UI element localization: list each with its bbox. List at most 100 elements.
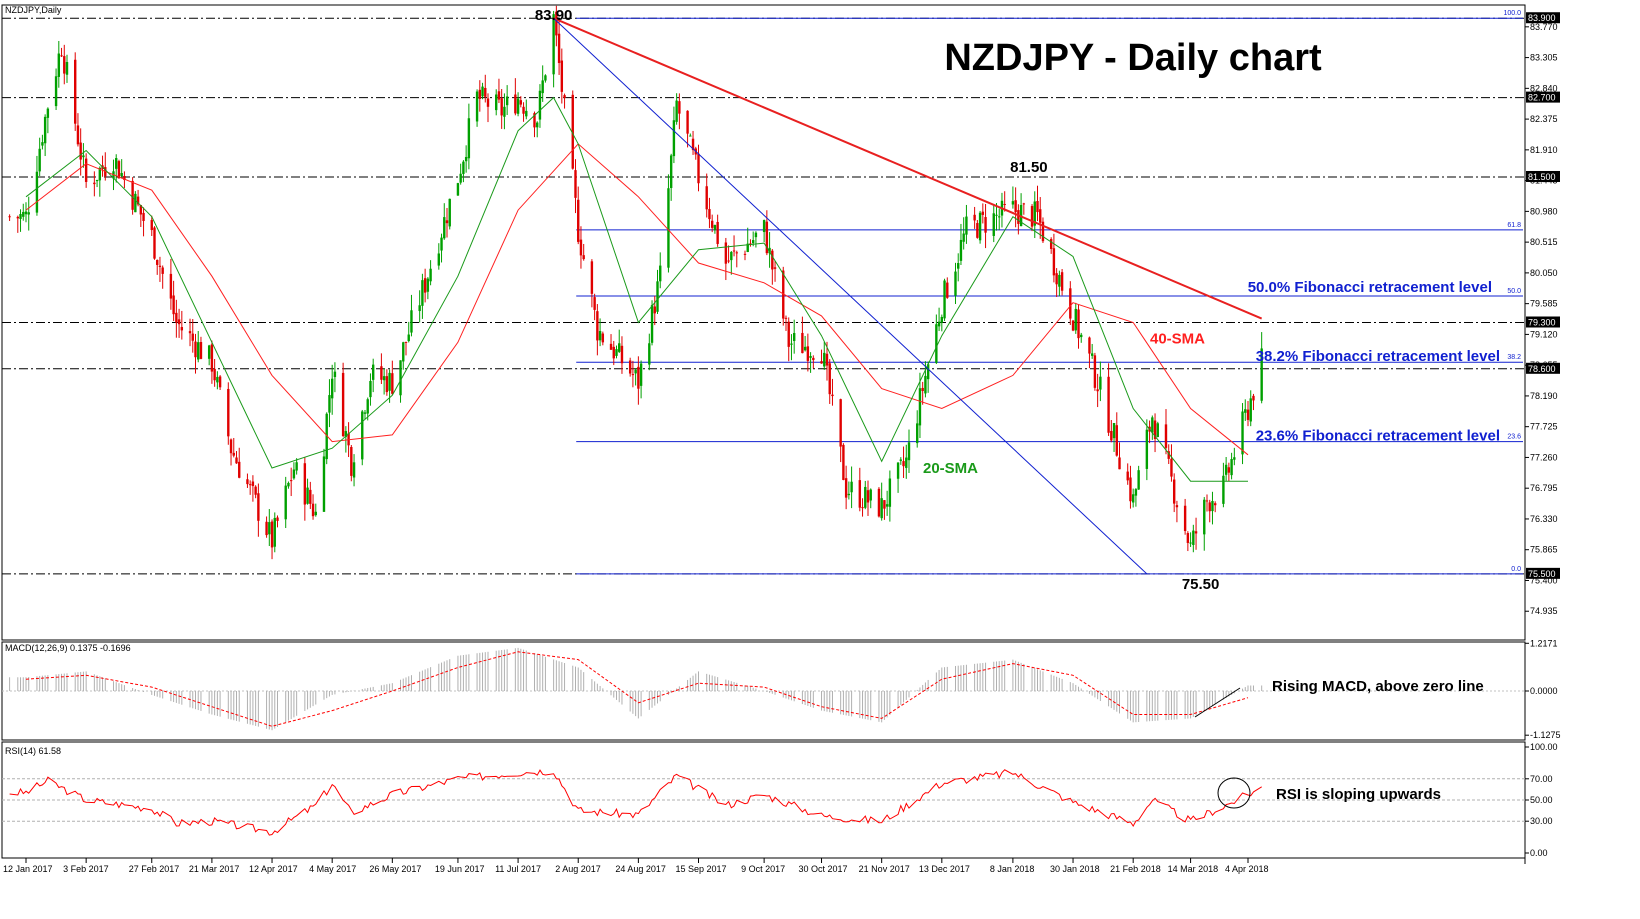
macd-rising-arrow-line [1194, 687, 1241, 718]
date-tick-label: 9 Oct 2017 [741, 864, 785, 874]
candle-bullish [1099, 376, 1102, 390]
candle-bearish [276, 517, 279, 521]
candle-bullish [713, 225, 717, 231]
candle-bearish [76, 125, 80, 145]
candle-bullish [516, 98, 520, 114]
candle-bullish [940, 316, 944, 323]
candle-bullish [809, 356, 812, 358]
candle-bullish [363, 412, 367, 414]
price-tick-label: 77.725 [1530, 422, 1558, 432]
level-price-box [1526, 567, 1560, 579]
candle-bullish [615, 349, 618, 356]
candle-bearish [1049, 239, 1053, 249]
candle-bearish [812, 357, 815, 361]
sma20-line [25, 96, 1248, 482]
candle-bullish [792, 333, 796, 341]
candle-bearish [866, 490, 870, 503]
candle-bullish [325, 413, 328, 460]
candle-bullish [746, 243, 749, 252]
candle-bullish [120, 173, 123, 177]
candle-bullish [916, 423, 919, 444]
rsi-tick-label: 0.00 [1530, 848, 1548, 858]
candle-bearish [1071, 320, 1075, 331]
candle-bearish [1096, 389, 1099, 392]
candle-bearish [1093, 355, 1097, 388]
candle-bullish [19, 214, 22, 219]
candle-bearish [782, 270, 785, 319]
candle-bearish [1129, 477, 1132, 502]
candle-bullish [456, 183, 460, 196]
candle-bullish [369, 381, 372, 398]
candle-bullish [464, 156, 468, 162]
price-tick-label: 79.120 [1530, 329, 1558, 339]
blue-trendline [553, 17, 1148, 575]
candle-bearish [1017, 210, 1020, 224]
candle-bearish [976, 223, 979, 238]
candle-bearish [1088, 337, 1091, 354]
price-tick-label: 79.585 [1530, 299, 1558, 309]
candle-bullish [869, 489, 872, 501]
candle-bearish [1126, 471, 1129, 481]
candle-bullish [98, 167, 102, 181]
candle-bearish [289, 480, 293, 482]
candle-bearish [828, 363, 831, 395]
candle-bearish [161, 267, 164, 274]
candle-bullish [1131, 494, 1135, 503]
candle-bearish [749, 243, 752, 245]
candle-bullish [333, 371, 337, 378]
date-tick-label: 11 Jul 2017 [495, 864, 541, 874]
candle-bearish [229, 439, 233, 454]
date-tick-label: 26 May 2017 [369, 864, 421, 874]
candle-bearish [877, 488, 881, 517]
candle-bearish [486, 98, 490, 107]
candle-bearish [93, 182, 96, 185]
candle-bullish [899, 459, 903, 461]
date-tick-label: 24 Aug 2017 [615, 864, 666, 874]
candle-bearish [238, 461, 241, 478]
price-tick-label: 74.935 [1530, 606, 1558, 616]
candle-bearish [620, 345, 624, 364]
candle-bearish [724, 242, 728, 264]
date-tick-label: 4 Apr 2018 [1225, 864, 1269, 874]
fib-ratio-label: 100.0 [1503, 10, 1521, 17]
candle-bearish [153, 227, 156, 259]
candle-bullish [1211, 500, 1214, 512]
candle-bearish [825, 353, 829, 366]
candle-bullish [1134, 489, 1138, 496]
candle-bullish [943, 280, 946, 319]
candle-bearish [16, 216, 19, 219]
candle-bullish [538, 90, 542, 120]
candle-bearish [391, 373, 394, 394]
date-tick-label: 30 Jan 2018 [1050, 864, 1100, 874]
candle-bearish [199, 342, 203, 359]
candle-bearish [270, 521, 274, 548]
rsi-tick-label: 100.00 [1530, 742, 1558, 752]
level-price-label: 79.300 [1528, 318, 1556, 328]
candle-bearish [478, 89, 482, 99]
candle-bearish [63, 56, 66, 74]
candle-bearish [1170, 458, 1173, 477]
candle-bearish [1110, 430, 1113, 441]
fib-ratio-label: 61.8 [1507, 222, 1521, 229]
candle-bullish [216, 376, 219, 383]
candle-bearish [743, 253, 747, 255]
candle-bullish [888, 478, 892, 507]
candle-bullish [1192, 530, 1195, 545]
candle-bearish [341, 372, 345, 437]
annotation-peak-label: 81.50 [1010, 159, 1048, 176]
red-trendline [553, 17, 1263, 320]
candle-bearish [1164, 424, 1168, 448]
price-tick-label: 75.865 [1530, 545, 1558, 555]
candle-bearish [191, 333, 194, 341]
candle-bullish [957, 263, 960, 269]
candle-bearish [1213, 503, 1217, 506]
candle-bullish [54, 76, 58, 107]
candle-bearish [601, 333, 605, 343]
candle-bullish [937, 321, 941, 327]
rsi-tick-label: 50.00 [1530, 795, 1553, 805]
candle-bearish [697, 153, 700, 184]
candle-bearish [582, 255, 585, 260]
candle-bearish [784, 317, 788, 319]
candle-bearish [533, 113, 536, 128]
